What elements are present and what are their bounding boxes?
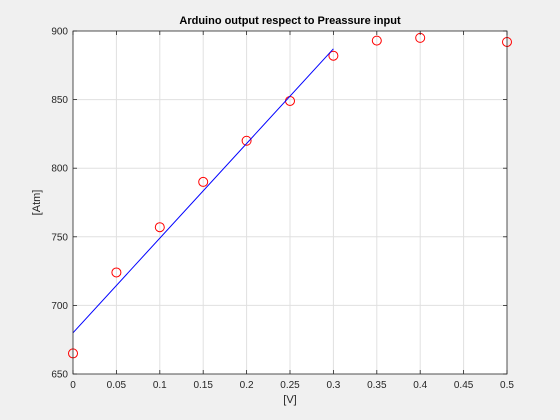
chart-title: Arduino output respect to Preassure inpu… bbox=[179, 15, 401, 27]
y-tick-label: 700 bbox=[51, 301, 68, 312]
x-tick-label: 0.15 bbox=[193, 380, 213, 391]
y-tick-label: 650 bbox=[51, 370, 68, 381]
data-point bbox=[241, 135, 252, 146]
y-tick-label: 750 bbox=[51, 232, 68, 243]
x-tick-label: 0.5 bbox=[500, 380, 514, 391]
x-tick-label: 0.1 bbox=[153, 380, 167, 391]
x-tick-label: 0.45 bbox=[454, 380, 474, 391]
data-point bbox=[198, 176, 209, 187]
x-axis-label: [V] bbox=[283, 394, 296, 406]
x-tick-label: 0.3 bbox=[326, 380, 340, 391]
x-tick-label: 0.4 bbox=[413, 380, 427, 391]
x-tick-label: 0 bbox=[70, 380, 76, 391]
x-tick-label: 0.25 bbox=[280, 380, 300, 391]
x-tick-label: 0.35 bbox=[367, 380, 387, 391]
fit-line bbox=[72, 48, 334, 334]
y-axis-label: [Atm] bbox=[31, 190, 43, 216]
data-point bbox=[328, 50, 339, 61]
data-point bbox=[111, 267, 122, 278]
y-tick-label: 800 bbox=[51, 164, 68, 175]
data-point bbox=[154, 222, 165, 233]
x-tick-label: 0.2 bbox=[240, 380, 254, 391]
y-tick-label: 900 bbox=[51, 27, 68, 38]
grid bbox=[73, 31, 507, 374]
data-point bbox=[371, 35, 382, 46]
x-tick-label: 0.05 bbox=[107, 380, 127, 391]
ticks: 0 0.05 0.1 0.15 0.2 0.25 0.3 0.35 0.4 0.45 0.5 650 7… bbox=[51, 27, 514, 392]
y-tick-label: 850 bbox=[51, 95, 68, 106]
